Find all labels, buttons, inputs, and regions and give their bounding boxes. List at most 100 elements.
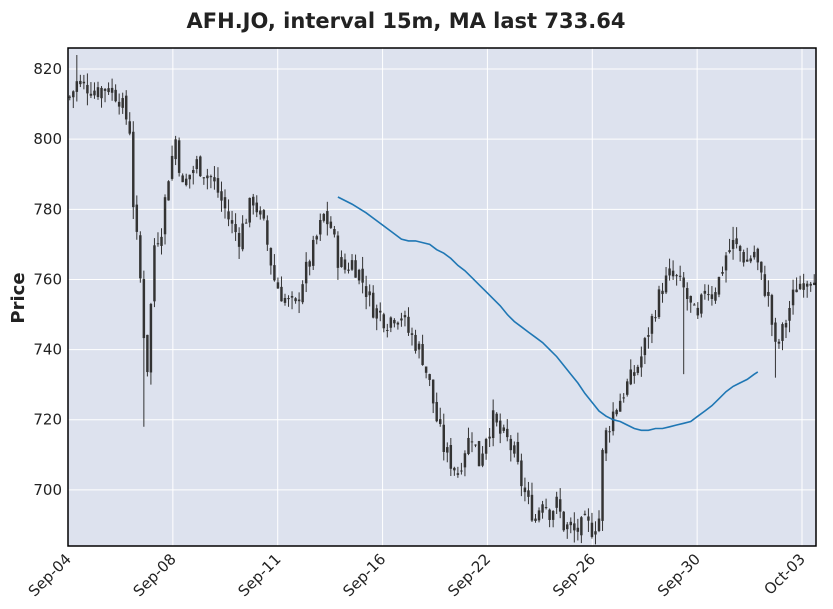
candle-body <box>781 324 784 341</box>
candle-body <box>724 255 728 271</box>
candle-body <box>269 248 273 266</box>
candle-body <box>541 504 544 513</box>
candle-body <box>280 286 283 302</box>
candle-body <box>93 90 96 96</box>
candle-body <box>664 275 668 293</box>
candle-body <box>234 224 237 233</box>
candle-body <box>72 91 75 98</box>
candle-body <box>442 424 445 452</box>
candle-body <box>336 235 340 268</box>
candle-body <box>562 511 565 531</box>
x-tick-label: Sep-16 <box>339 550 389 600</box>
candle-body <box>629 369 632 385</box>
candle-body <box>548 509 551 520</box>
candle-body <box>491 410 495 439</box>
candle-body <box>414 334 417 351</box>
x-tick-label: Sep-22 <box>444 550 494 600</box>
plot-frame <box>67 47 817 547</box>
candle-body <box>124 95 128 120</box>
candle-body <box>774 322 777 342</box>
candle-body <box>237 232 241 247</box>
candle-body <box>135 204 139 232</box>
candle-body <box>206 175 209 179</box>
candle-body <box>604 430 608 454</box>
candle-body <box>259 210 262 215</box>
candle-body <box>717 276 721 295</box>
candle-body <box>297 299 301 302</box>
chart-title: AFH.JO, interval 15m, MA last 733.64 <box>187 9 626 33</box>
candle-body <box>446 447 449 453</box>
candle-body <box>798 283 802 290</box>
candle-body <box>760 261 763 273</box>
candle-body <box>527 490 530 497</box>
candle-body <box>805 283 809 287</box>
candle-body <box>75 81 79 92</box>
x-tick-label: Sep-04 <box>25 550 75 600</box>
candle-body <box>795 289 798 293</box>
candle-body <box>745 259 749 262</box>
candle-body <box>640 356 643 368</box>
candle-body <box>668 268 671 276</box>
candle-body <box>403 315 407 318</box>
candle-body <box>763 274 767 296</box>
candle-body <box>304 261 308 284</box>
candle-body <box>601 449 604 521</box>
candle-body <box>319 219 322 235</box>
candle-body <box>188 174 191 180</box>
candle-body <box>364 286 368 297</box>
candle-body <box>488 436 491 439</box>
candle-body <box>788 307 791 321</box>
candle-body <box>530 494 534 521</box>
x-tick-label: Sep-11 <box>234 550 284 600</box>
candle-body <box>368 291 371 296</box>
candle-body <box>227 211 230 220</box>
candle-body <box>791 289 795 306</box>
candle-body <box>407 316 410 333</box>
candle-body <box>424 366 428 373</box>
candle-body <box>495 413 498 423</box>
candle-body <box>513 445 516 454</box>
candle-body <box>749 258 752 262</box>
candle-body <box>255 202 258 213</box>
candle-body <box>156 243 160 245</box>
candle-body <box>626 381 629 395</box>
candle-body <box>460 470 463 472</box>
candle-body <box>537 510 541 521</box>
candle-body <box>308 261 311 267</box>
candle-body <box>555 496 558 508</box>
candle-body <box>192 170 195 174</box>
candle-body <box>170 155 174 179</box>
candle-body <box>502 427 505 431</box>
candle-body <box>202 177 206 179</box>
candle-body <box>587 516 590 521</box>
candle-body <box>100 87 103 99</box>
candle-body <box>693 304 696 306</box>
candle-body <box>371 292 375 318</box>
plot-area <box>68 48 816 546</box>
candle-body <box>456 473 460 475</box>
candle-body <box>315 236 318 240</box>
candle-body <box>322 214 326 221</box>
candle-body <box>661 290 664 295</box>
candle-body <box>650 316 654 334</box>
candle-body <box>216 178 220 193</box>
candle-body <box>149 303 153 373</box>
candle-body <box>551 511 555 520</box>
candle-body <box>506 428 509 438</box>
candle-body <box>421 344 424 365</box>
candle-body <box>354 260 357 278</box>
candle-body <box>470 441 474 443</box>
candle-body <box>128 121 131 134</box>
candle-body <box>347 269 350 271</box>
candle-body <box>573 523 576 531</box>
candle-body <box>82 81 86 84</box>
candle-body <box>79 80 82 85</box>
candle-body <box>608 431 611 433</box>
y-tick-label: 720 <box>33 411 62 429</box>
candle-body <box>241 223 244 250</box>
candle-body <box>534 518 537 521</box>
candle-body <box>273 265 276 281</box>
candle-body <box>248 197 251 223</box>
candle-body <box>590 522 594 537</box>
y-tick-label: 820 <box>33 60 62 78</box>
